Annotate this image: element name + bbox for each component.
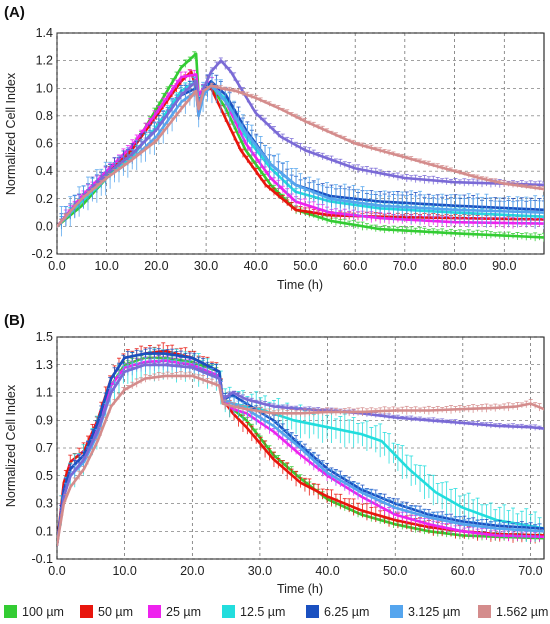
y-tick-label: 0.9 bbox=[36, 413, 53, 427]
ticks-a: -0.20.00.20.40.60.81.01.21.40.0 10.0 20.0 3… bbox=[31, 26, 516, 273]
x-tick-label: 90.0 bbox=[492, 259, 516, 273]
x-tick-label: 60.0 bbox=[451, 564, 475, 578]
x-tick-label: 0.0 bbox=[48, 259, 65, 273]
y-tick-label: 0.2 bbox=[36, 192, 53, 206]
series-line bbox=[57, 84, 544, 228]
x-tick-label: 50.0 bbox=[383, 564, 407, 578]
legend: 100 µm 50 µm 25 µm 12.5 µm 6.25 µm 3.125 µm 1.… bbox=[4, 605, 548, 619]
legend-label: 1.562 µm bbox=[496, 605, 548, 619]
legend-label: 12.5 µm bbox=[240, 605, 285, 619]
y-tick-label: 0.6 bbox=[36, 137, 53, 151]
y-tick-label: 1.1 bbox=[36, 386, 53, 400]
y-tick-label: 0.4 bbox=[36, 164, 53, 178]
y-tick-label: 0.0 bbox=[36, 219, 53, 233]
x-tick-label: 20.0 bbox=[144, 259, 168, 273]
y-axis-label-a: Normalized Cell Index bbox=[4, 72, 18, 195]
ticks-b: -0.1 0.1 0.3 0.5 0.7 0.9 1.1 1.3 1.5 0.0 10.0 20.0 3… bbox=[31, 330, 542, 578]
legend-label: 6.25 µm bbox=[324, 605, 369, 619]
x-tick-label: 70.0 bbox=[393, 259, 417, 273]
series-b bbox=[57, 342, 544, 547]
y-tick-label: 1.4 bbox=[36, 26, 53, 40]
legend-swatch bbox=[306, 605, 319, 618]
x-tick-label: 10.0 bbox=[95, 259, 119, 273]
x-tick-label: 30.0 bbox=[194, 259, 218, 273]
x-tick-label: 50.0 bbox=[293, 259, 317, 273]
x-tick-label: 40.0 bbox=[244, 259, 268, 273]
y-tick-label: 1.5 bbox=[36, 330, 53, 344]
x-tick-label: 0.0 bbox=[48, 564, 65, 578]
legend-swatch bbox=[80, 605, 93, 618]
x-axis-label-b: Time (h) bbox=[277, 582, 323, 596]
legend-label: 3.125 µm bbox=[408, 605, 460, 619]
y-tick-label: 0.7 bbox=[36, 441, 53, 455]
y-tick-label: -0.1 bbox=[31, 552, 53, 566]
y-tick-label: 1.2 bbox=[36, 54, 53, 68]
series-a bbox=[57, 51, 544, 242]
y-tick-label: 0.8 bbox=[36, 109, 53, 123]
chart-panel-a: (A) -0.20.00.20.40.60.81.01.21.40.0 10.0 2… bbox=[4, 4, 545, 292]
legend-swatch bbox=[222, 605, 235, 618]
series-line bbox=[57, 59, 544, 228]
legend-label: 100 µm bbox=[22, 605, 64, 619]
x-tick-label: 80.0 bbox=[442, 259, 466, 273]
y-tick-label: 1.0 bbox=[36, 81, 53, 95]
x-tick-label: 30.0 bbox=[248, 564, 272, 578]
series-line bbox=[57, 374, 544, 547]
legend-label: 50 µm bbox=[98, 605, 133, 619]
legend-swatch bbox=[390, 605, 403, 618]
x-tick-label: 70.0 bbox=[518, 564, 542, 578]
panel-label-a: (A) bbox=[4, 4, 25, 21]
x-tick-label: 20.0 bbox=[180, 564, 204, 578]
y-tick-label: -0.2 bbox=[31, 247, 53, 261]
x-axis-label-a: Time (h) bbox=[277, 278, 323, 292]
y-tick-label: 0.5 bbox=[36, 469, 53, 483]
legend-swatch bbox=[4, 605, 17, 618]
x-tick-label: 60.0 bbox=[343, 259, 367, 273]
y-axis-label-b: Normalized Cell Index bbox=[4, 384, 18, 507]
x-tick-label: 40.0 bbox=[315, 564, 339, 578]
x-tick-label: 10.0 bbox=[112, 564, 136, 578]
chart-panel-b: (B) -0.1 0.1 0.3 0.5 0.7 0.9 1.1 1.3 1.5 0.0 10.0 2… bbox=[4, 312, 545, 596]
legend-swatch bbox=[148, 605, 161, 618]
legend-label: 25 µm bbox=[166, 605, 201, 619]
y-tick-label: 0.3 bbox=[36, 497, 53, 511]
legend-swatch bbox=[478, 605, 491, 618]
panel-label-b: (B) bbox=[4, 312, 25, 329]
y-tick-label: 1.3 bbox=[36, 358, 53, 372]
y-tick-label: 0.1 bbox=[36, 524, 53, 538]
series-line bbox=[57, 363, 544, 547]
